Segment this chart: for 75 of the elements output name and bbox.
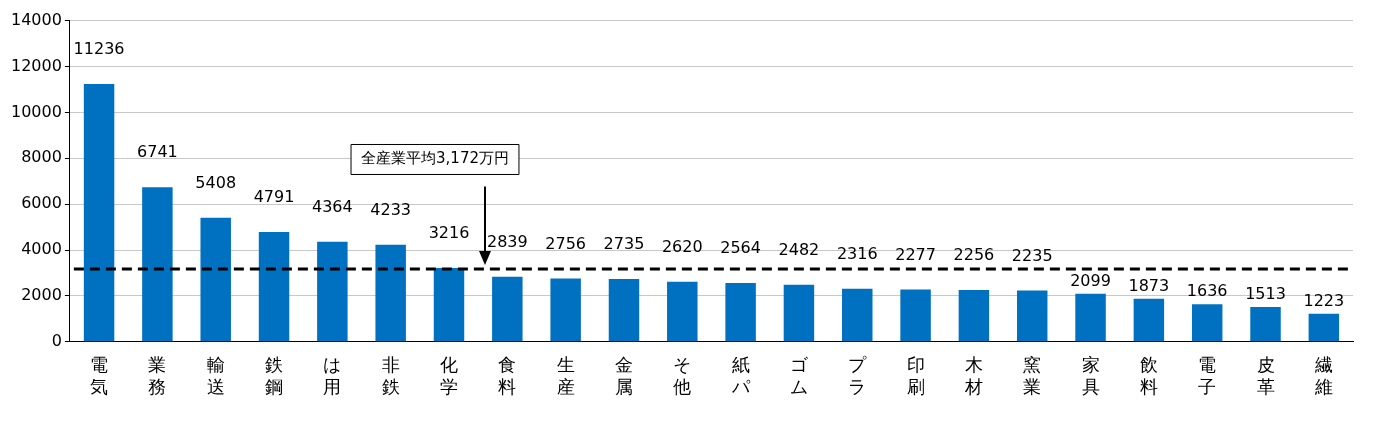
bar (1075, 293, 1106, 342)
y-tick-label: 10000 (10, 101, 62, 121)
bar (725, 282, 756, 342)
bar (433, 268, 465, 342)
data-label: 1636 (1186, 281, 1228, 301)
data-label: 2316 (836, 243, 878, 263)
x-tick-label: プラ (848, 354, 868, 397)
data-label: 2099 (1070, 270, 1111, 290)
bar (258, 231, 290, 342)
data-label: 3216 (428, 223, 470, 243)
bar (200, 217, 231, 342)
bar (842, 288, 873, 342)
bar (83, 84, 115, 342)
bar (317, 241, 348, 342)
data-label: 11236 (73, 39, 125, 59)
x-tick-label: 電子 (1198, 354, 1217, 397)
x-tick-label: 化学 (440, 354, 458, 397)
y-tick-label: 8000 (21, 147, 62, 167)
x-tick-label: 非鉄 (381, 354, 400, 397)
data-label: 4791 (253, 187, 295, 207)
data-label: 4233 (370, 199, 412, 219)
data-label: 1873 (1128, 275, 1170, 295)
x-tick-label: 金属 (614, 354, 633, 397)
y-tick-label: 14000 (10, 9, 62, 29)
x-tick-label: 家具 (1081, 354, 1100, 397)
data-label: 1513 (1245, 284, 1286, 304)
bar (608, 279, 640, 342)
bar (1016, 290, 1048, 342)
x-tick-label: 印刷 (906, 354, 925, 397)
bar (492, 276, 523, 342)
x-tick-label: ゴム (789, 354, 809, 397)
y-tick-label: 12000 (10, 55, 62, 75)
x-tick-label: 繊維 (1313, 354, 1333, 397)
x-tick-label: 紙パ (730, 354, 751, 397)
x-tick-label: 木材 (963, 354, 983, 397)
data-label: 2620 (661, 236, 703, 256)
y-tick-label: 4000 (21, 239, 62, 259)
bar (900, 289, 931, 342)
x-tick-label: そ他 (673, 354, 692, 397)
data-label: 2277 (895, 244, 936, 264)
data-label: 5408 (195, 172, 237, 192)
bar (783, 284, 815, 342)
data-label: 6741 (137, 142, 178, 162)
bar (375, 244, 406, 342)
data-label: 2839 (486, 231, 528, 251)
x-tick-label: は用 (323, 354, 342, 397)
data-label: 2256 (953, 245, 995, 265)
y-tick-label: 2000 (21, 285, 62, 305)
data-label: 2235 (1011, 245, 1053, 265)
x-tick-label: 生産 (556, 354, 575, 397)
bar (1250, 307, 1281, 342)
ref-line-label: 全産業平均3,172万円 (361, 149, 509, 168)
bar (142, 187, 173, 342)
x-tick-label: 窯業 (1023, 354, 1042, 397)
bar (667, 281, 698, 342)
x-tick-label: 輸送 (206, 354, 225, 397)
data-label: 1223 (1303, 290, 1345, 310)
bar (1308, 313, 1340, 342)
x-tick-label: 電気 (90, 354, 109, 397)
y-tick-label: 0 (51, 330, 62, 350)
data-label: 2564 (720, 238, 761, 258)
data-label: 2735 (603, 234, 645, 254)
x-tick-label: 飲料 (1139, 354, 1158, 397)
x-tick-label: 業務 (148, 354, 167, 397)
data-label: 4364 (311, 196, 353, 216)
y-tick-label: 6000 (21, 193, 62, 213)
data-label: 2756 (545, 233, 586, 253)
bar (1133, 298, 1165, 342)
bar (958, 290, 990, 342)
bar (1191, 304, 1223, 342)
bar (550, 278, 581, 342)
x-tick-label: 食料 (498, 354, 517, 397)
x-tick-label: 皮革 (1256, 354, 1275, 397)
data-label: 2482 (778, 240, 820, 260)
x-tick-label: 鉄鋼 (265, 354, 284, 397)
